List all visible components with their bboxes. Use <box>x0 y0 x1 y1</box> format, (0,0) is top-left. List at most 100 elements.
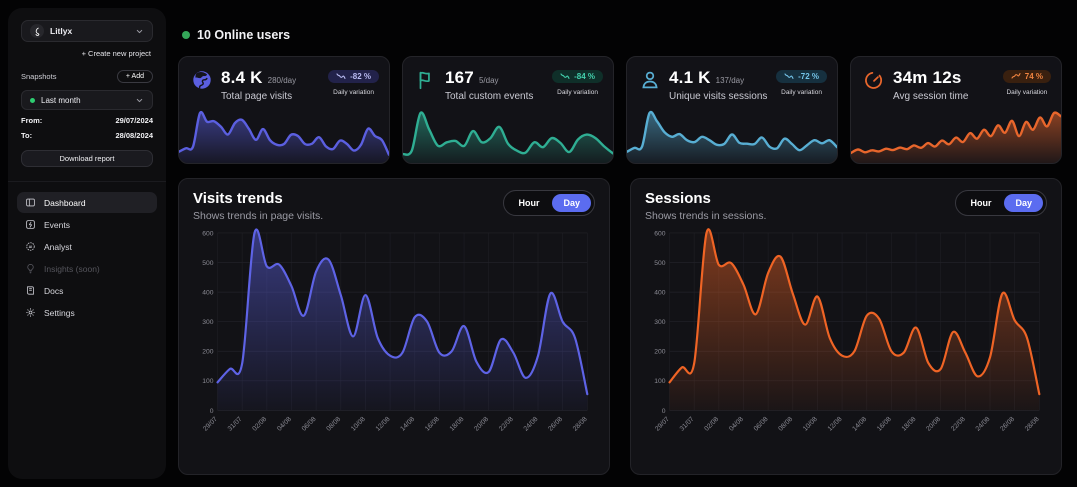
sidebar-item-label: Events <box>44 219 70 230</box>
date-to-row: To: 28/08/2024 <box>21 131 153 140</box>
project-name: Litlyx <box>50 26 73 36</box>
create-project-link[interactable]: + Create new project <box>81 49 151 58</box>
globe-icon <box>191 69 213 91</box>
svg-text:12/08: 12/08 <box>375 416 392 433</box>
hour-day-toggle: Hour Day <box>955 190 1047 216</box>
hour-toggle-button[interactable]: Hour <box>959 194 1002 212</box>
sidebar-item-events[interactable]: Events <box>17 214 157 235</box>
trend-down-icon <box>336 73 346 79</box>
chart-subtitle: Shows trends in sessions. <box>645 210 767 222</box>
chart-title: Visits trends <box>193 190 283 207</box>
stat-value: 167 <box>445 68 474 87</box>
svg-text:04/08: 04/08 <box>728 416 745 433</box>
svg-text:22/08: 22/08 <box>950 416 967 433</box>
svg-text:300: 300 <box>654 319 665 326</box>
svg-text:14/08: 14/08 <box>851 416 868 433</box>
svg-text:06/08: 06/08 <box>301 416 318 433</box>
daily-variation-label: Daily variation <box>1006 89 1048 96</box>
svg-text:26/08: 26/08 <box>547 416 564 433</box>
stat-card-unique-sessions: 4.1 K 137/day Unique visits sessions -72… <box>626 56 838 164</box>
variation-badge: -82 % <box>328 69 379 83</box>
stat-card-custom-events: 167 5/day Total custom events -84 % Dail… <box>402 56 614 164</box>
stat-value: 34m 12s <box>893 68 962 87</box>
bulb-icon <box>25 263 36 274</box>
stat-card-avg-session-time: 34m 12s Avg session time 74 % Daily vari… <box>850 56 1062 164</box>
svg-text:200: 200 <box>654 349 665 356</box>
svg-text:28/08: 28/08 <box>1024 416 1041 433</box>
svg-text:31/07: 31/07 <box>227 416 244 433</box>
stat-label: Total custom events <box>445 91 534 102</box>
svg-text:29/07: 29/07 <box>654 416 671 433</box>
snapshot-status-dot-icon <box>30 97 35 103</box>
svg-text:100: 100 <box>654 378 665 385</box>
sidebar-item-dashboard[interactable]: Dashboard <box>17 192 157 213</box>
svg-text:10/08: 10/08 <box>350 416 367 433</box>
timer-icon <box>863 69 885 91</box>
gear-icon <box>25 307 36 318</box>
svg-text:500: 500 <box>654 260 665 267</box>
day-toggle-button[interactable]: Day <box>552 194 591 212</box>
sidebar: Litlyx + Create new project Snapshots + … <box>8 8 166 479</box>
sidebar-item-docs[interactable]: Docs <box>17 280 157 301</box>
variation-badge: -84 % <box>552 69 603 83</box>
ai-icon: AI <box>25 241 36 252</box>
svg-text:AI: AI <box>29 245 33 249</box>
svg-text:02/08: 02/08 <box>703 416 720 433</box>
svg-text:08/08: 08/08 <box>777 416 794 433</box>
add-snapshot-button[interactable]: + Add <box>116 70 153 83</box>
sidebar-item-insights[interactable]: Insights (soon) <box>17 258 157 279</box>
trend-down-icon <box>784 73 794 79</box>
day-toggle-button[interactable]: Day <box>1004 194 1043 212</box>
trend-down-icon <box>560 73 570 79</box>
download-report-button[interactable]: Download report <box>21 150 153 167</box>
chart-subtitle: Shows trends in page visits. <box>193 210 324 222</box>
stat-label: Unique visits sessions <box>669 91 768 102</box>
variation-badge: -72 % <box>776 69 827 83</box>
sidebar-nav: Dashboard Events AI Analyst Insights (so… <box>8 181 166 323</box>
variation-badge: 74 % <box>1002 69 1051 83</box>
svg-text:14/08: 14/08 <box>399 416 416 433</box>
svg-text:400: 400 <box>202 289 213 296</box>
svg-text:10/08: 10/08 <box>802 416 819 433</box>
date-from-row: From: 29/07/2024 <box>21 116 153 125</box>
stat-per-day: 5/day <box>478 76 499 85</box>
sparkline-custom-events <box>403 111 613 163</box>
svg-text:28/08: 28/08 <box>572 416 589 433</box>
project-selector[interactable]: Litlyx <box>21 20 153 42</box>
sidebar-item-label: Analyst <box>44 241 72 252</box>
variation-value: 74 % <box>1024 71 1043 81</box>
stat-per-day: 137/day <box>715 76 745 85</box>
sidebar-item-analyst[interactable]: AI Analyst <box>17 236 157 257</box>
chevron-down-icon <box>136 98 143 102</box>
variation-value: -84 % <box>574 71 595 81</box>
to-value: 28/08/2024 <box>115 131 153 140</box>
snapshot-value: Last month <box>41 95 81 105</box>
hour-day-toggle: Hour Day <box>503 190 595 216</box>
stat-cards-row: 8.4 K 280/day Total page visits -82 % Da… <box>178 56 1062 164</box>
snapshots-label: Snapshots <box>21 72 57 81</box>
hour-toggle-button[interactable]: Hour <box>507 194 550 212</box>
svg-text:0: 0 <box>662 408 666 415</box>
chart-title: Sessions <box>645 190 711 207</box>
svg-text:16/08: 16/08 <box>424 416 441 433</box>
trend-up-icon <box>1011 73 1021 79</box>
snapshot-select[interactable]: Last month <box>21 90 153 110</box>
online-users-label: 10 Online users <box>197 28 291 42</box>
charts-row: Visits trends Shows trends in page visit… <box>178 178 1062 475</box>
stat-label: Avg session time <box>893 91 969 102</box>
svg-text:22/08: 22/08 <box>498 416 515 433</box>
chevron-down-icon <box>136 29 143 33</box>
svg-text:600: 600 <box>202 230 213 237</box>
sparkline-avg-session-time <box>851 111 1061 163</box>
online-users: 10 Online users <box>182 28 290 42</box>
sidebar-item-settings[interactable]: Settings <box>17 302 157 323</box>
sidebar-item-label: Settings <box>44 307 75 318</box>
sidebar-item-label: Docs <box>44 285 64 296</box>
book-icon <box>25 285 36 296</box>
svg-text:100: 100 <box>202 378 213 385</box>
svg-text:16/08: 16/08 <box>876 416 893 433</box>
visits-trends-card: Visits trends Shows trends in page visit… <box>178 178 610 475</box>
svg-text:29/07: 29/07 <box>202 416 219 433</box>
visits-trends-chart: 0 100 200 300 400 500 600 29/07 31/07 02/08 04/08 0… <box>202 228 589 433</box>
svg-text:300: 300 <box>202 319 213 326</box>
